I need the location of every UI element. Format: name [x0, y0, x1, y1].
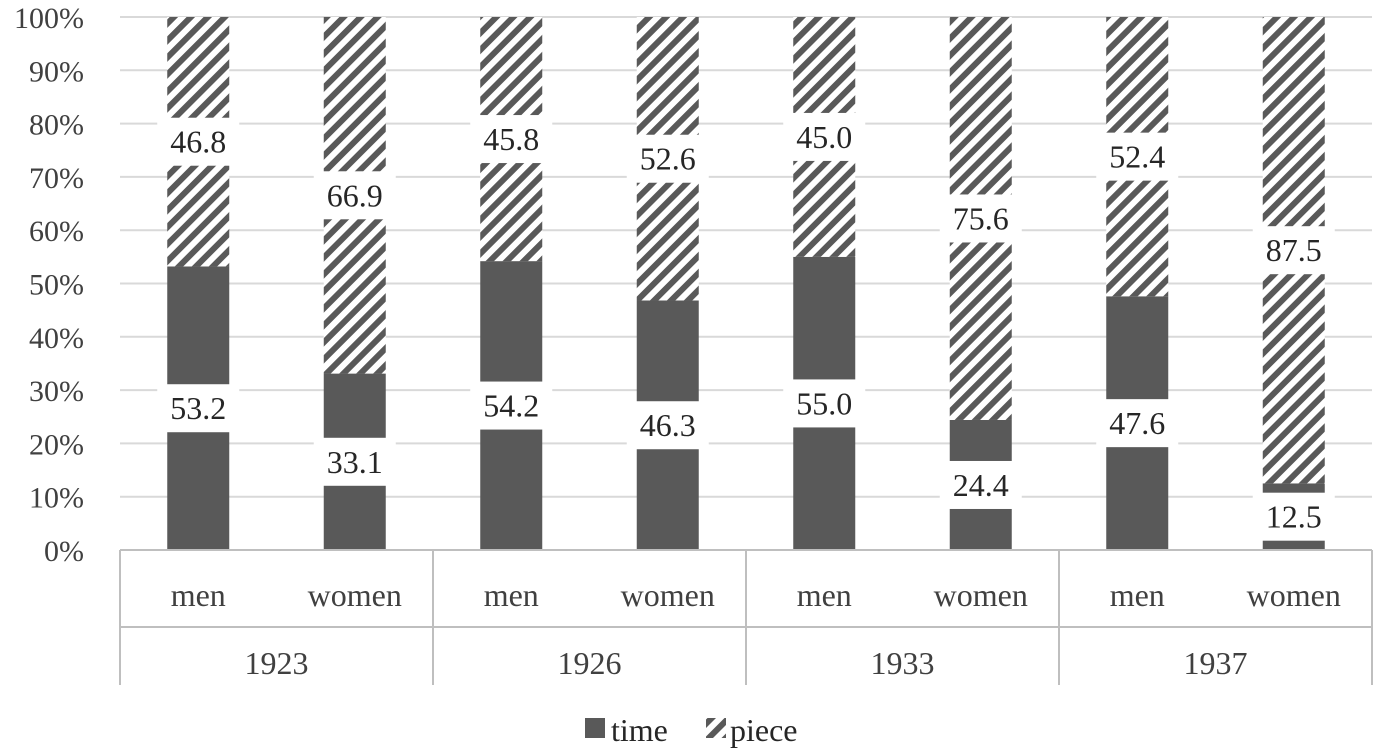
data-label-time: 24.4 — [953, 467, 1009, 503]
x-group-label: 1926 — [558, 645, 622, 681]
x-group-label: 1923 — [245, 645, 309, 681]
data-label-time-bg — [157, 384, 240, 433]
y-tick-label: 70% — [29, 162, 84, 195]
data-label-piece: 66.9 — [327, 177, 383, 213]
data-label-time: 53.2 — [170, 390, 226, 426]
data-label-time-bg — [470, 381, 553, 430]
y-tick-label: 40% — [29, 322, 84, 355]
data-label-piece-bg — [1252, 226, 1335, 275]
x-category-label: women — [308, 577, 402, 613]
data-label-piece: 87.5 — [1266, 232, 1322, 268]
x-category-label: men — [797, 577, 852, 613]
x-category-label: women — [1247, 577, 1341, 613]
legend-label-piece: piece — [730, 712, 798, 748]
y-tick-label: 80% — [29, 109, 84, 142]
y-axis: 0% 10% 20% 30% 40% 50% 60% 70% 80% 90% 100% — [14, 2, 84, 568]
data-label-piece: 45.8 — [483, 121, 539, 157]
data-label-piece: 45.0 — [796, 119, 852, 155]
data-labels: 53.2 46.8 33.1 66.9 54.2 45.8 46.3 52.6 55.0 45.0… — [157, 112, 1335, 541]
data-label-time: 46.3 — [640, 407, 696, 443]
legend-label-time: time — [611, 712, 668, 748]
y-tick-label: 10% — [29, 482, 84, 515]
data-label-piece: 75.6 — [953, 200, 1009, 236]
x-group-label: 1937 — [1184, 645, 1248, 681]
x-axis: men women men women men women men women 1923 1926… — [119, 549, 1373, 685]
x-category-label: men — [484, 577, 539, 613]
data-label-time-bg — [1096, 399, 1179, 448]
data-label-piece: 52.4 — [1109, 139, 1165, 175]
data-label-piece-bg — [783, 112, 866, 161]
y-tick-label: 30% — [29, 375, 84, 408]
data-label-time: 55.0 — [796, 385, 852, 421]
data-label-piece-bg — [626, 134, 709, 183]
data-label-piece: 52.6 — [640, 141, 696, 177]
legend: time piece — [585, 712, 798, 748]
legend-swatch-time — [585, 718, 605, 738]
gridlines — [120, 16, 1372, 551]
x-group-label: 1933 — [871, 645, 935, 681]
data-label-time-bg — [783, 379, 866, 428]
data-label-time: 33.1 — [327, 444, 383, 480]
y-tick-label: 90% — [29, 55, 84, 88]
y-tick-label: 0% — [44, 535, 84, 568]
x-category-label: men — [171, 577, 226, 613]
data-label-time-bg — [626, 401, 709, 450]
data-label-time: 54.2 — [483, 388, 539, 424]
y-tick-label: 100% — [14, 2, 84, 35]
data-label-piece: 46.8 — [170, 124, 226, 160]
y-tick-label: 50% — [29, 269, 84, 302]
y-tick-label: 20% — [29, 428, 84, 461]
data-label-piece-bg — [313, 171, 396, 220]
legend-swatch-piece — [706, 718, 726, 738]
x-category-label: women — [934, 577, 1028, 613]
data-label-piece-bg — [470, 115, 553, 164]
data-label-piece-bg — [939, 194, 1022, 243]
data-label-time-bg — [939, 460, 1022, 509]
data-label-piece-bg — [1096, 132, 1179, 181]
data-label-time-bg — [1252, 492, 1335, 541]
y-tick-label: 60% — [29, 215, 84, 248]
data-label-time: 12.5 — [1266, 499, 1322, 535]
x-category-label: men — [1110, 577, 1165, 613]
data-label-time-bg — [313, 437, 396, 486]
data-label-piece-bg — [157, 117, 240, 166]
data-label-time: 47.6 — [1109, 405, 1165, 441]
x-category-label: women — [621, 577, 715, 613]
